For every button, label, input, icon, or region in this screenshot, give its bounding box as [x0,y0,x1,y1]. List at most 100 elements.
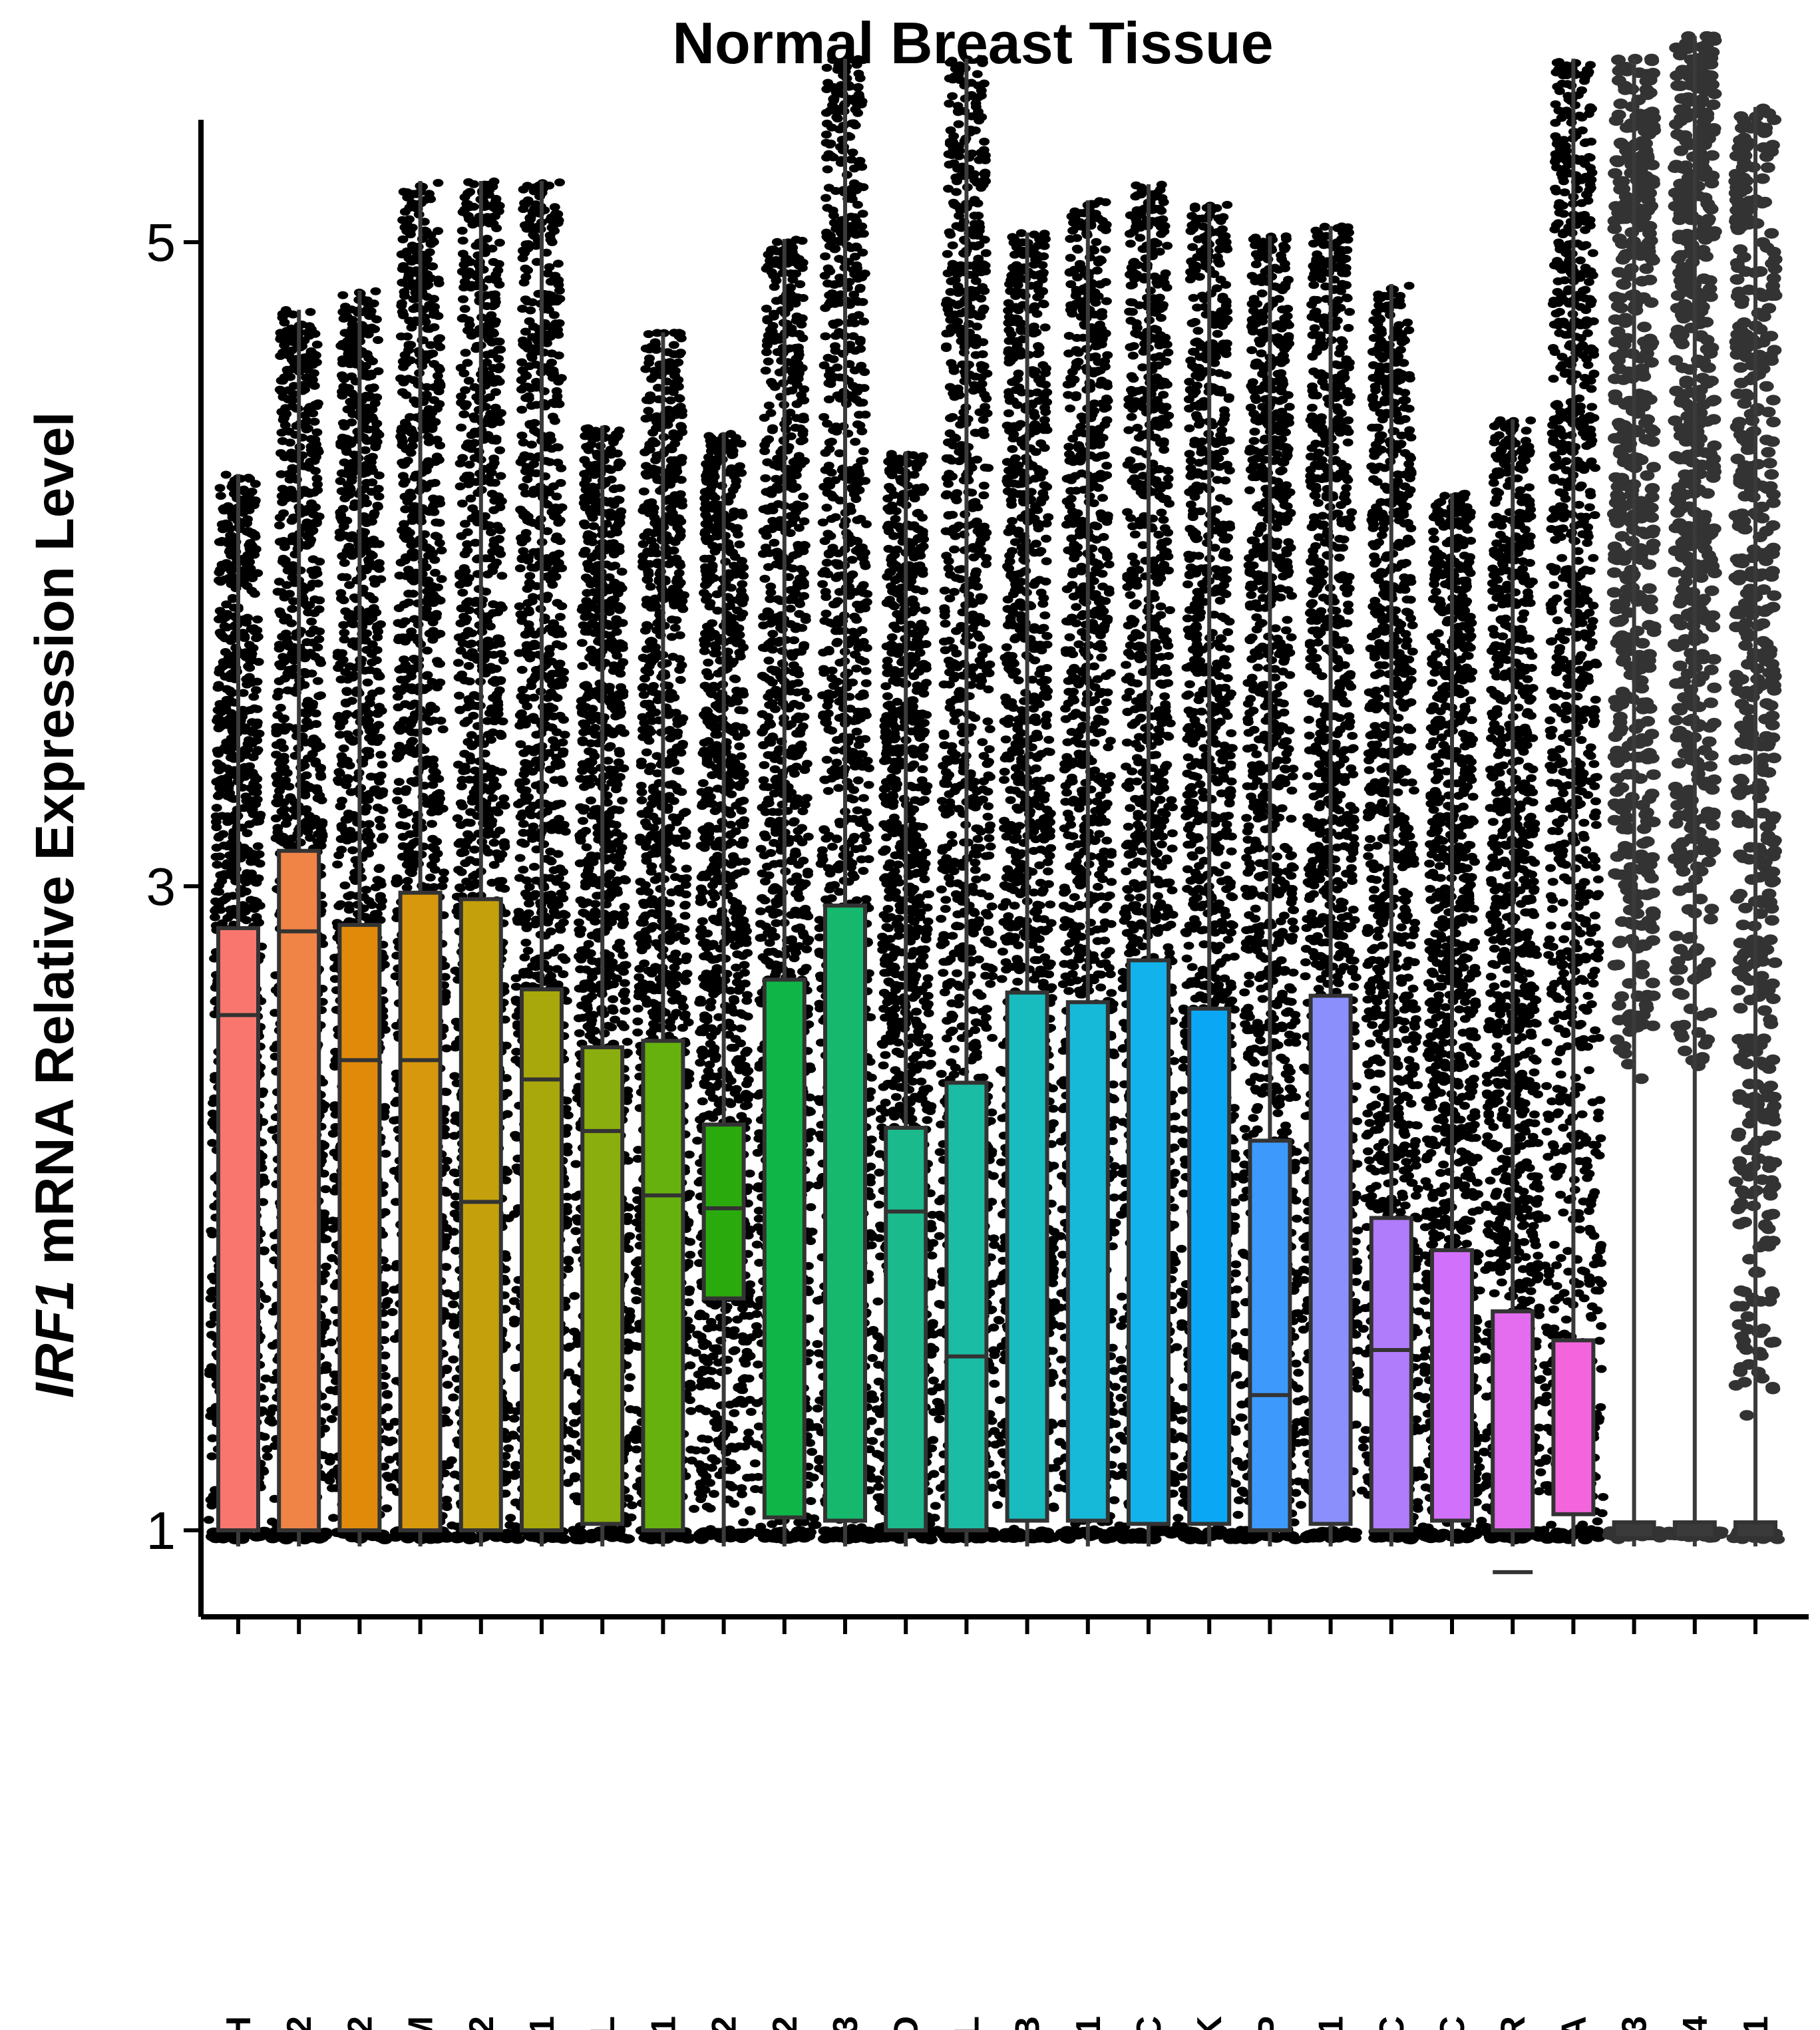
data-point [299,385,310,394]
data-point [369,575,380,584]
data-point [463,178,474,186]
data-point [376,836,387,844]
y-axis-label-text: mRNA Relative Expression Level [25,412,85,1280]
data-point [482,731,494,739]
data-point [347,846,359,854]
data-point [462,528,473,536]
data-point [458,295,468,303]
data-point [393,604,405,612]
data-point [366,518,377,526]
data-point [396,301,407,310]
data-point [487,677,498,686]
data-point [425,717,436,726]
data-point [441,1188,453,1197]
data-point [488,776,499,784]
data-point [211,823,222,832]
data-point [373,336,383,344]
data-point [285,448,297,457]
data-point [464,327,476,336]
data-point [279,674,291,683]
data-point [242,613,253,622]
data-point [339,881,351,890]
data-point [382,1403,393,1411]
data-point [220,470,232,479]
data-point [455,838,466,846]
data-point [342,405,353,414]
data-point [427,843,438,851]
data-point [281,634,292,643]
data-point [281,1532,297,1542]
data-point [249,590,260,598]
data-point [226,794,238,802]
data-point [464,677,475,686]
data-point [488,257,499,266]
data-point [338,522,349,531]
data-point [212,860,223,869]
data-point [452,814,463,822]
data-point [403,267,415,276]
data-point [373,492,385,501]
data-point [370,883,381,892]
data-point [282,309,293,317]
data-point [361,629,373,637]
data-point [343,347,355,355]
data-point [313,512,325,521]
data-point [434,400,445,409]
data-point [407,435,419,444]
data-point [221,623,232,631]
data-point [361,886,372,894]
data-point [312,580,323,588]
data-point [288,597,299,605]
data-point [337,504,349,513]
data-point [387,1437,398,1445]
data-point [337,717,349,726]
data-point [254,817,265,826]
data-point [466,653,478,661]
data-point [275,836,286,845]
data-point [362,305,373,313]
data-point [400,505,411,514]
data-point [222,914,234,922]
data-point [335,477,346,485]
data-point [364,694,375,703]
data-point [309,417,320,426]
data-point [490,212,501,220]
data-point [247,568,258,577]
data-point [303,405,315,413]
data-point [246,769,256,778]
data-point [424,508,435,516]
data-point [458,369,470,378]
data-point [309,595,321,603]
data-point [315,691,326,700]
data-point [493,355,504,363]
data-point [455,646,466,655]
data-point [332,860,343,869]
data-point [422,646,433,655]
data-point [252,633,264,641]
data-point [407,516,418,525]
data-point [342,815,353,824]
data-point [225,541,236,550]
data-point [337,291,349,299]
data-point [310,709,321,718]
data-point [433,659,444,668]
data-point [208,1116,219,1125]
data-point [344,734,355,743]
data-point [429,307,440,316]
data-point [347,531,358,540]
data-point [221,600,232,609]
data-point [503,1444,514,1452]
data-point [373,540,385,548]
data-point [262,1445,273,1453]
data-point [273,792,284,801]
data-point [453,866,464,874]
data-point [454,691,464,700]
data-point [400,700,411,709]
data-point [449,1531,464,1541]
data-point [482,830,493,839]
data-point [335,660,346,668]
data-point [212,714,224,722]
data-point [374,864,385,872]
data-point [242,829,253,838]
data-point [466,514,478,522]
